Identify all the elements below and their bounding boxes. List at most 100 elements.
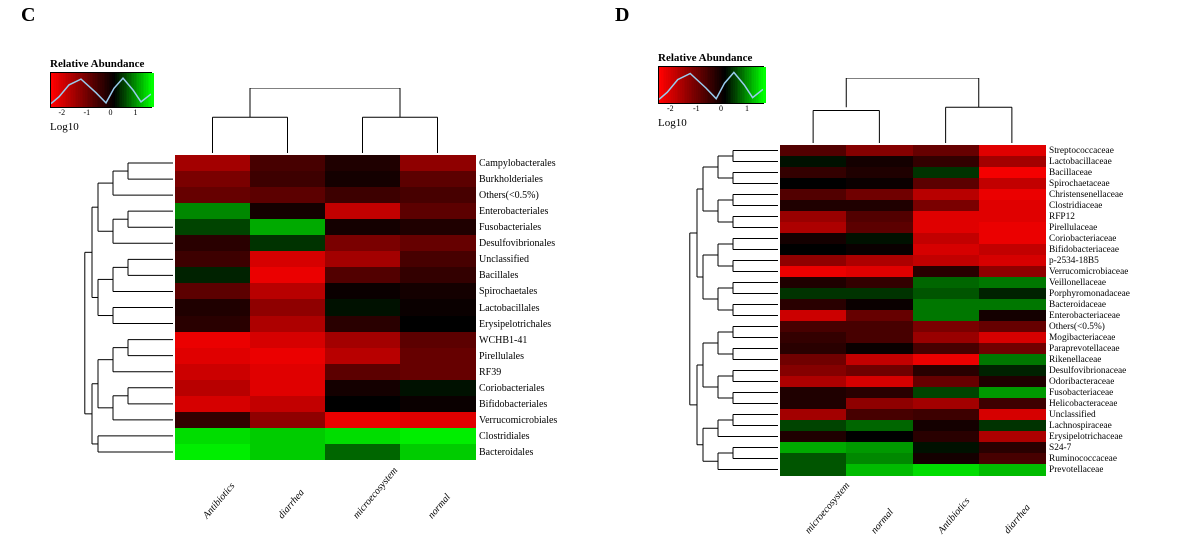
- heatmap-cell: [250, 364, 326, 381]
- row-label: Spirochaetales: [479, 286, 537, 297]
- heatmap-cell: [175, 203, 251, 220]
- row-label: Pirellulaceae: [1049, 223, 1097, 233]
- heatmap-cell: [250, 187, 326, 204]
- row-label: Bacteroidales: [479, 447, 533, 458]
- row-label: Fusobacteriaceae: [1049, 388, 1113, 398]
- heatmap-cell: [325, 428, 401, 445]
- heatmap-cell: [780, 299, 847, 311]
- heatmap-cell: [846, 431, 913, 443]
- heatmap-cell: [325, 396, 401, 413]
- row-dendrogram: [688, 145, 778, 480]
- heatmap-cell: [400, 364, 476, 381]
- heatmap-cell: [913, 343, 980, 355]
- row-label: Unclassified: [479, 254, 529, 265]
- row-label: Clostridiaceae: [1049, 201, 1102, 211]
- row-label: p-2534-18B5: [1049, 256, 1099, 266]
- heatmap-cell: [175, 380, 251, 397]
- row-label: Bacillaceae: [1049, 168, 1092, 178]
- panel-label-D: D: [615, 4, 629, 27]
- heatmap-cell: [780, 200, 847, 212]
- heatmap-cell: [780, 409, 847, 421]
- heatmap-cell: [250, 380, 326, 397]
- heatmap-cell: [250, 412, 326, 429]
- heatmap-cell: [325, 267, 401, 284]
- heatmap-cell: [846, 200, 913, 212]
- heatmap-cell: [780, 167, 847, 179]
- heatmap-cell: [979, 398, 1046, 410]
- heatmap-cell: [325, 332, 401, 349]
- heatmap-cell: [250, 444, 326, 461]
- heatmap-cell: [325, 219, 401, 236]
- heatmap-cell: [250, 267, 326, 284]
- heatmap-cell: [400, 235, 476, 252]
- heatmap-cell: [780, 354, 847, 366]
- heatmap-cell: [979, 409, 1046, 421]
- heatmap-cell: [250, 251, 326, 268]
- heatmap-cell: [913, 233, 980, 245]
- heatmap-cell: [913, 156, 980, 168]
- heatmap-cell: [780, 189, 847, 201]
- row-label: Bacteroidaceae: [1049, 300, 1106, 310]
- heatmap-cell: [780, 343, 847, 355]
- heatmap-cell: [979, 299, 1046, 311]
- heatmap-cell: [325, 348, 401, 365]
- heatmap-cell: [846, 244, 913, 256]
- heatmap-cell: [846, 387, 913, 399]
- heatmap-cell: [780, 255, 847, 267]
- heatmap-cell: [979, 420, 1046, 432]
- legend-gradient: [658, 66, 764, 104]
- heatmap-cell: [780, 376, 847, 388]
- heatmap-cell: [400, 219, 476, 236]
- column-dendrogram: [175, 88, 475, 158]
- row-label: Rikenellaceae: [1049, 355, 1101, 365]
- heatmap-cell: [400, 412, 476, 429]
- row-label: Veillonellaceae: [1049, 278, 1106, 288]
- heatmap-cell: [250, 316, 326, 333]
- row-label: WCHB1-41: [479, 335, 527, 346]
- heatmap-cell: [250, 348, 326, 365]
- row-label: RF39: [479, 367, 501, 378]
- heatmap-cell: [913, 244, 980, 256]
- heatmap-cell: [846, 145, 913, 157]
- heatmap-cell: [250, 396, 326, 413]
- heatmap-cell: [979, 343, 1046, 355]
- heatmap-cell: [780, 464, 847, 476]
- heatmap-cell: [400, 428, 476, 445]
- heatmap-cell: [913, 453, 980, 465]
- heatmap-cell: [175, 171, 251, 188]
- heatmap-cell: [780, 156, 847, 168]
- heatmap-cell: [325, 380, 401, 397]
- heatmap-cell: [400, 187, 476, 204]
- heatmap-cell: [175, 251, 251, 268]
- row-label: Lactobacillales: [479, 303, 540, 314]
- heatmap-cell: [400, 348, 476, 365]
- heatmap-cell: [400, 155, 476, 172]
- heatmap-cell: [846, 299, 913, 311]
- heatmap-cell: [913, 387, 980, 399]
- heatmap-cell: [780, 178, 847, 190]
- row-label: Bifidobacteriales: [479, 399, 547, 410]
- row-label: Odoribacteraceae: [1049, 377, 1114, 387]
- heatmap-cell: [913, 145, 980, 157]
- heatmap-cell: [979, 211, 1046, 223]
- row-label: Others(<0.5%): [479, 190, 539, 201]
- heatmap-cell: [175, 412, 251, 429]
- heatmap-cell: [400, 251, 476, 268]
- heatmap-cell: [846, 420, 913, 432]
- heatmap-cell: [175, 299, 251, 316]
- heatmap-cell: [325, 316, 401, 333]
- heatmap-cell: [325, 171, 401, 188]
- heatmap-cell: [979, 156, 1046, 168]
- legend-title: Relative Abundance: [658, 52, 764, 64]
- heatmap-cell: [846, 288, 913, 300]
- row-label: Verrucomicrobiales: [479, 415, 557, 426]
- heatmap-cell: [913, 310, 980, 322]
- heatmap-cell: [780, 365, 847, 377]
- row-label: Erysipelotrichales: [479, 319, 551, 330]
- heatmap-cell: [175, 396, 251, 413]
- row-label: Desulfovibrionaceae: [1049, 366, 1126, 376]
- heatmap-cell: [979, 376, 1046, 388]
- column-label: normal: [426, 492, 453, 521]
- legend-tick: 1: [745, 104, 749, 113]
- heatmap-cell: [979, 354, 1046, 366]
